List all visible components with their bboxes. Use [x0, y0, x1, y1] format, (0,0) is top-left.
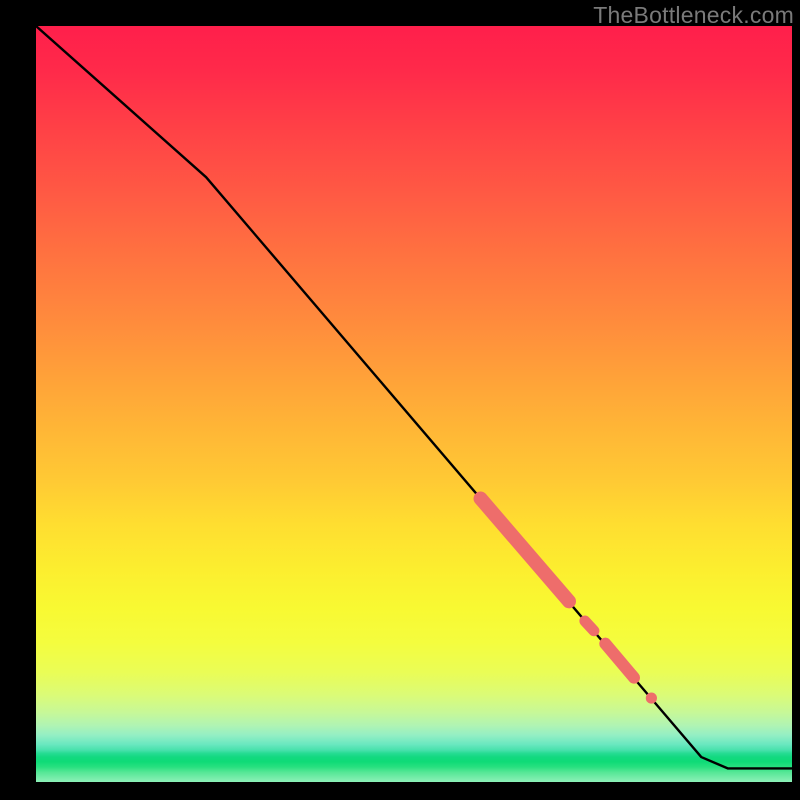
plot-area — [36, 26, 792, 782]
watermark-text: TheBottleneck.com — [593, 2, 794, 29]
plot-svg — [36, 26, 792, 782]
marker-dot — [646, 692, 657, 703]
plot-background — [36, 26, 792, 782]
chart-stage: TheBottleneck.com — [0, 0, 800, 800]
marker-segment — [585, 621, 594, 631]
